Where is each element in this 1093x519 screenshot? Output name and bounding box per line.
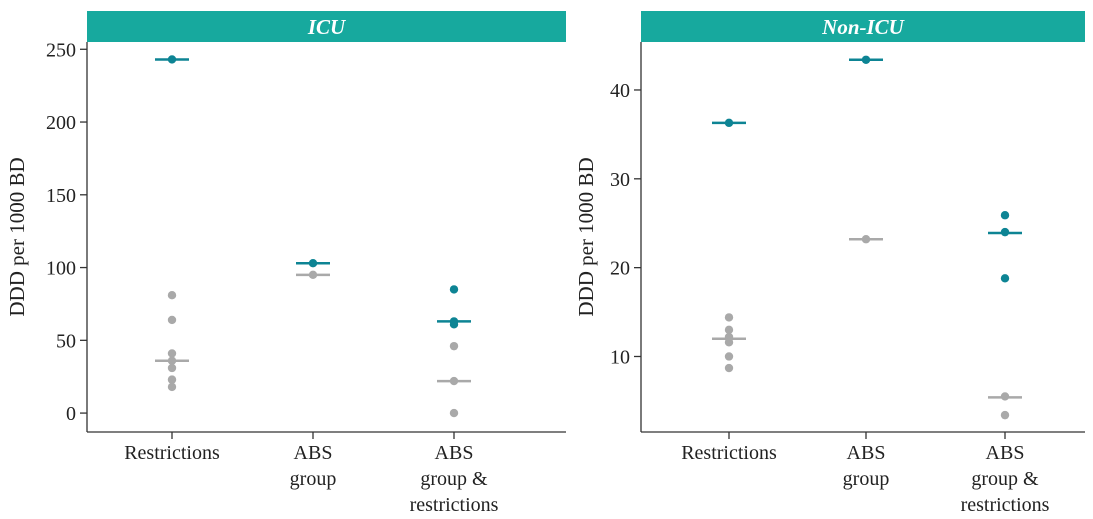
data-point [1000, 274, 1010, 283]
y-tick-label: 0 [66, 403, 76, 425]
data-point [167, 363, 177, 373]
data-point [167, 382, 177, 392]
data-point [724, 313, 734, 322]
data-point [449, 320, 459, 329]
y-tick-label: 10 [610, 346, 630, 368]
data-point [724, 325, 734, 335]
data-point [1000, 392, 1010, 401]
x-tick-label: ABS [294, 442, 333, 464]
y-axis-title: DDD per 1000 BD [5, 157, 29, 316]
data-point [167, 291, 177, 300]
x-tick-label: restrictions [961, 494, 1050, 516]
data-point [724, 352, 734, 361]
data-point [724, 363, 734, 373]
panel-non-icu: Non-ICU 10 20 30 40 DDD per 1000 BD Restrictio… [574, 11, 1085, 516]
x-tick-label: Restrictions [124, 442, 220, 464]
x-tick-label: ABS [986, 442, 1025, 464]
data-point [167, 315, 177, 325]
data-point [724, 118, 734, 128]
y-tick-label: 150 [46, 185, 76, 207]
data-point [167, 349, 177, 358]
y-tick-label: 30 [610, 169, 630, 191]
data-point [167, 356, 177, 365]
data-point [861, 55, 871, 64]
y-tick-label: 200 [46, 112, 76, 134]
panel-title: Non-ICU [821, 15, 906, 39]
x-tick-label: group [290, 468, 337, 490]
x-tick-label: group & [420, 468, 488, 490]
y-tick-label: 250 [46, 39, 76, 61]
data-point [449, 341, 459, 351]
y-tick-label: 40 [610, 80, 630, 102]
data-point [449, 285, 459, 294]
data-point [308, 270, 318, 280]
panel-header [87, 11, 566, 42]
data-point [449, 408, 459, 418]
data-point [1000, 410, 1010, 420]
data-point [861, 235, 871, 244]
x-tick-label: Restrictions [681, 442, 777, 464]
panel-header [641, 11, 1085, 42]
x-tick-label: ABS [847, 442, 886, 464]
data-point [449, 376, 459, 386]
x-tick-label: group [843, 468, 890, 490]
y-tick-label: 100 [46, 258, 76, 280]
x-tick-label: ABS [435, 442, 474, 464]
y-tick-label: 20 [610, 258, 630, 280]
x-tick-label: restrictions [410, 494, 499, 516]
data-point [724, 338, 734, 347]
data-point [1000, 227, 1010, 237]
data-point [308, 258, 318, 268]
data-point [167, 55, 177, 64]
y-axis-title: DDD per 1000 BD [574, 157, 598, 316]
panel-icu: ICU 0 50 100 150 200 250 DDD per 1000 BD Restric… [5, 11, 566, 516]
y-tick-label: 50 [56, 330, 76, 352]
panel-title: ICU [307, 15, 347, 39]
data-point [1000, 211, 1010, 220]
data-point [167, 375, 177, 384]
x-tick-label: group & [971, 468, 1039, 490]
